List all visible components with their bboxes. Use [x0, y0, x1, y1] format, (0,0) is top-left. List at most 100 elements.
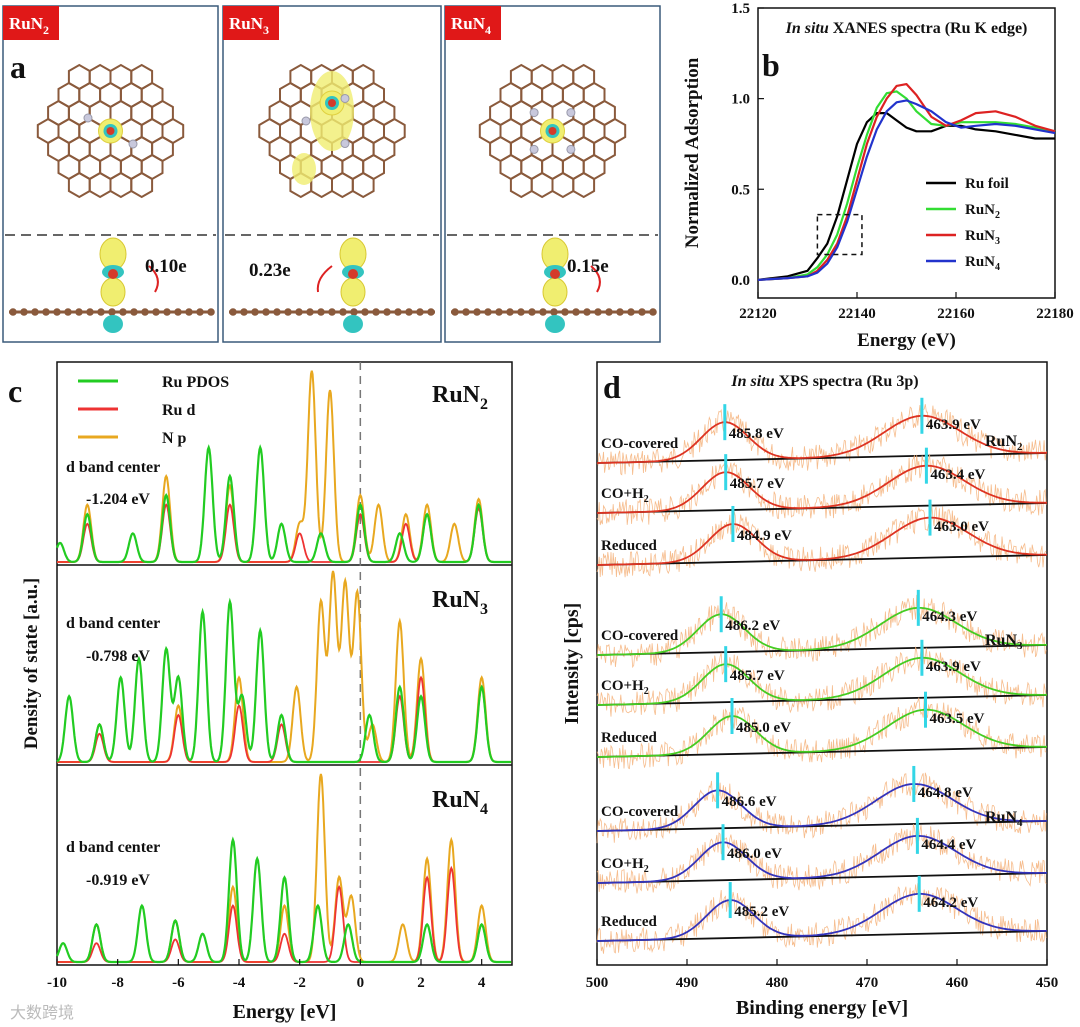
- structure-tag-label: RuN4: [451, 14, 491, 37]
- carbon-atom-side: [339, 308, 347, 316]
- peak-label-2: 464.2 eV: [923, 895, 978, 911]
- carbon-atom-side: [251, 308, 259, 316]
- x-tick-label: 490: [676, 975, 699, 991]
- group-label: RuN2: [985, 433, 1023, 453]
- group-label: RuN3: [985, 632, 1023, 652]
- side-depletion-bottom: [103, 315, 123, 333]
- carbon-atom-side: [9, 308, 17, 316]
- y-axis-title: Density of state [a.u.]: [21, 578, 42, 750]
- condition-label: CO-covered: [601, 628, 679, 644]
- graphene-lattice-top: [478, 63, 627, 199]
- carbon-atom-side: [605, 308, 613, 316]
- x-tick-label: 0: [357, 975, 365, 991]
- carbon-atom-side: [484, 308, 492, 316]
- panel-a: RuN2 0.10e RuN3 0.23e RuN4 0.15e a: [2, 5, 661, 343]
- n-atom: [529, 144, 539, 154]
- n-atom: [340, 139, 350, 149]
- series-line-ru-foil: [757, 112, 1055, 281]
- carbon-atom-side: [295, 308, 303, 316]
- peak-label-1: 486.2 eV: [725, 618, 780, 634]
- y-tick-label: 0.5: [731, 182, 750, 198]
- carbon-atom-side: [383, 308, 391, 316]
- graphene-lattice-side: [229, 308, 435, 316]
- xps-row: 484.9 eV 463.0 eV Reduced: [596, 499, 1048, 578]
- carbon-atom-side: [616, 308, 624, 316]
- side-density-mid: [542, 277, 568, 307]
- carbon-atom-side: [495, 308, 503, 316]
- watermark-text: 大数跨境: [10, 1003, 74, 1022]
- graphene-lattice-side: [451, 308, 657, 316]
- x-tick-label: 4: [478, 975, 486, 991]
- n-atom: [83, 113, 93, 123]
- series-line-ru-pdos: [55, 836, 512, 964]
- fit-envelope: [596, 892, 1047, 942]
- fit-envelope: [596, 783, 1048, 832]
- n-atom: [566, 108, 576, 118]
- carbon-atom-side: [583, 308, 591, 316]
- x-tick-label: 460: [946, 975, 969, 991]
- background-line: [596, 872, 1048, 884]
- xps-row: 486.0 eV 464.4 eV CO+H2: [596, 817, 1048, 894]
- fit-envelope: [596, 607, 1047, 656]
- x-tick-label: 470: [856, 975, 879, 991]
- carbon-atom-side: [163, 308, 171, 316]
- raw-spectrum: [596, 594, 1047, 669]
- series-line-run3: [757, 83, 1056, 281]
- structure-tag-label: RuN3: [229, 14, 269, 37]
- carbon-ring: [603, 117, 627, 145]
- charge-transfer-label: 0.15e: [567, 256, 609, 277]
- x-tick-label: 22140: [838, 306, 876, 322]
- edge-inset-box: [816, 213, 863, 256]
- carbon-atom-side: [328, 308, 336, 316]
- carbon-atom-side: [550, 308, 558, 316]
- carbon-atom-side: [394, 308, 402, 316]
- raw-spectrum: [596, 697, 1047, 770]
- side-density-mid: [340, 277, 366, 307]
- carbon-atom-side: [152, 308, 160, 316]
- subplot-label: RuN2: [432, 382, 488, 413]
- peak-label-2: 464.3 eV: [922, 609, 977, 625]
- carbon-atom-side: [306, 308, 314, 316]
- series-line-ru-d: [57, 865, 512, 963]
- background-line: [596, 930, 1048, 942]
- condition-label: CO+H2: [601, 678, 649, 697]
- carbon-atom-side: [627, 308, 635, 316]
- side-depletion-bottom: [343, 315, 363, 333]
- d-band-center-label: d band center: [66, 615, 160, 632]
- carbon-atom-side: [240, 308, 248, 316]
- carbon-atom-side: [638, 308, 646, 316]
- condition-label: CO-covered: [601, 804, 679, 820]
- x-axis-title: Energy [eV]: [233, 1001, 337, 1023]
- panel-c-dos-chart: RuN2 d band center -1.204 eV RuN3 d band cen…: [8, 361, 513, 1023]
- panel-c-letter: c: [8, 373, 22, 409]
- peak-label-1: 485.7 eV: [730, 476, 785, 492]
- carbon-atom-side: [86, 308, 94, 316]
- peak-label-2: 464.8 eV: [918, 785, 973, 801]
- carbon-atom-side: [405, 308, 413, 316]
- legend-label: RuN4: [965, 254, 1000, 273]
- x-axis-title: Energy (eV): [857, 330, 956, 351]
- chart-title: In situ XPS spectra (Ru 3p): [730, 373, 918, 390]
- structure-tag-bg: [223, 6, 279, 40]
- structure-tag-label: RuN2: [9, 14, 49, 37]
- carbon-atom-side: [517, 308, 525, 316]
- peak-label-1: 486.0 eV: [727, 846, 782, 862]
- peak-label-1: 485.0 eV: [736, 720, 791, 736]
- ru-atom: [106, 127, 115, 135]
- peak-label-1: 486.6 eV: [722, 794, 777, 810]
- peak-label-2: 463.4 eV: [930, 467, 985, 483]
- carbon-atom-side: [130, 308, 138, 316]
- fit-envelope: [596, 834, 1047, 884]
- plot-frame: [596, 361, 1048, 966]
- chart-title: In situ XANES spectra (Ru K edge): [785, 20, 1028, 37]
- carbon-atom-side: [572, 308, 580, 316]
- carbon-atom-side: [649, 308, 657, 316]
- dos-subplot: RuN2 d band center -1.204 eV: [55, 370, 512, 564]
- raw-spectrum: [596, 453, 1047, 526]
- raw-spectrum: [596, 824, 1047, 894]
- subplot-label: RuN4: [432, 787, 488, 818]
- ru-atom: [548, 127, 557, 135]
- condition-label: Reduced: [601, 730, 657, 746]
- xps-row: 485.2 eV 464.2 eV Reduced: [596, 875, 1048, 954]
- series-line-ru-pdos: [55, 444, 512, 564]
